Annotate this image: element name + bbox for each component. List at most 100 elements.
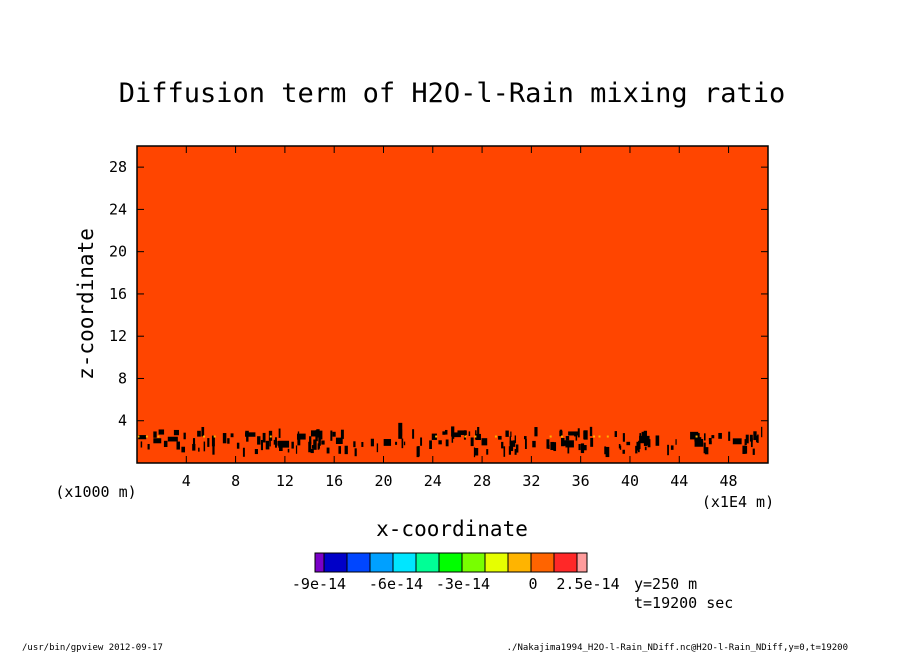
- y-tick-label: 4: [118, 412, 127, 430]
- negative-cell: [269, 436, 271, 447]
- positive-cell: [549, 435, 552, 438]
- positive-cell: [695, 435, 698, 438]
- negative-cell: [728, 431, 731, 441]
- negative-cell: [622, 449, 625, 454]
- footer-left: /usr/bin/gpview 2012-09-17: [22, 643, 163, 653]
- negative-cell: [212, 443, 215, 455]
- negative-cell: [383, 439, 392, 446]
- y-tick-label: 12: [109, 327, 127, 345]
- negative-cell: [442, 431, 446, 435]
- colorbar-swatch: [507, 552, 532, 573]
- negative-cell: [344, 445, 348, 455]
- negative-cell: [140, 441, 143, 448]
- negative-cell: [477, 426, 480, 438]
- negative-cell: [452, 435, 455, 439]
- negative-cell: [638, 440, 641, 450]
- negative-cell: [750, 438, 753, 448]
- x-tick-label: 44: [670, 472, 688, 490]
- negative-cell: [744, 439, 747, 446]
- positive-cell: [598, 435, 601, 438]
- negative-cell: [227, 438, 230, 444]
- negative-cell: [474, 448, 479, 456]
- negative-cell: [291, 441, 294, 449]
- negative-cell: [207, 438, 210, 447]
- negative-cell: [353, 441, 356, 448]
- colorbar-labels: -9e-14 -6e-14 -3e-14 0 2.5e-14: [292, 575, 620, 593]
- negative-cell: [398, 422, 403, 439]
- negative-cell: [310, 430, 317, 437]
- negative-cell: [470, 437, 474, 447]
- negative-cell: [690, 431, 699, 440]
- negative-cell: [605, 446, 610, 458]
- negative-cell: [173, 429, 179, 436]
- negative-cell: [457, 430, 467, 435]
- negative-cell: [509, 440, 514, 452]
- negative-cell: [278, 428, 281, 438]
- negative-cell: [618, 444, 621, 449]
- negative-cell: [475, 433, 481, 441]
- negative-cell: [445, 439, 449, 447]
- negative-cell: [636, 441, 639, 451]
- x-tick-label: 28: [473, 472, 491, 490]
- negative-cell: [310, 448, 314, 454]
- negative-cell: [468, 431, 471, 436]
- negative-cell: [577, 428, 580, 438]
- negative-cell: [473, 447, 476, 458]
- negative-cell: [639, 435, 650, 444]
- negative-cell: [626, 441, 631, 446]
- negative-cell: [338, 446, 342, 454]
- x-tick-label: 24: [424, 472, 442, 490]
- negative-cell: [744, 445, 748, 454]
- negative-cell: [583, 430, 588, 440]
- colorbar-swatch: [392, 552, 417, 573]
- colorbar-label: -9e-14: [292, 575, 346, 593]
- negative-cell: [438, 440, 442, 445]
- negative-cell: [509, 436, 512, 445]
- negative-cell: [361, 441, 364, 447]
- negative-cell: [311, 445, 314, 449]
- negative-cell: [262, 432, 266, 443]
- negative-cell: [222, 433, 227, 444]
- negative-cell: [183, 432, 186, 440]
- colorbar-swatch: [314, 552, 325, 573]
- negative-cell: [211, 435, 215, 447]
- negative-cell: [163, 440, 168, 448]
- x-axis: 4 8 12 16 20 24 28 32 36 40 44 48: [182, 146, 738, 490]
- negative-cell: [515, 444, 519, 453]
- negative-cell: [197, 430, 201, 437]
- negative-cell: [257, 436, 261, 445]
- negative-cell: [295, 445, 298, 454]
- negative-cell: [703, 433, 706, 441]
- colorbar-swatch: [438, 552, 463, 573]
- y-tick-label: 20: [109, 243, 127, 261]
- x-tick-label: 16: [325, 472, 343, 490]
- negative-cell: [265, 440, 270, 450]
- colorbar-swatch: [484, 552, 509, 573]
- negative-cell: [565, 440, 574, 448]
- positive-cell: [464, 435, 467, 438]
- positive-cell: [474, 435, 477, 438]
- negative-cell: [318, 436, 321, 446]
- negative-cell: [313, 439, 317, 450]
- negative-cell: [297, 433, 306, 440]
- x-tick-label: 40: [621, 472, 639, 490]
- negative-cell: [416, 446, 420, 458]
- negative-cell: [451, 426, 455, 437]
- y-tick-label: 8: [118, 369, 127, 387]
- negative-cell: [309, 436, 312, 445]
- negative-cell: [335, 437, 343, 444]
- negative-cell: [278, 440, 290, 448]
- negative-cell: [675, 439, 677, 445]
- negative-cell: [708, 437, 712, 442]
- negative-cell: [752, 448, 755, 455]
- negative-cell: [703, 442, 706, 454]
- negative-cell: [513, 440, 516, 447]
- positive-cell: [593, 435, 596, 438]
- x-tick-label: 48: [720, 472, 738, 490]
- x-axis-label: x-coordinate: [376, 517, 528, 541]
- x-tick-label: 20: [374, 472, 392, 490]
- positive-cell: [157, 435, 160, 438]
- negative-cell: [694, 438, 704, 447]
- y-tick-label: 16: [109, 285, 127, 303]
